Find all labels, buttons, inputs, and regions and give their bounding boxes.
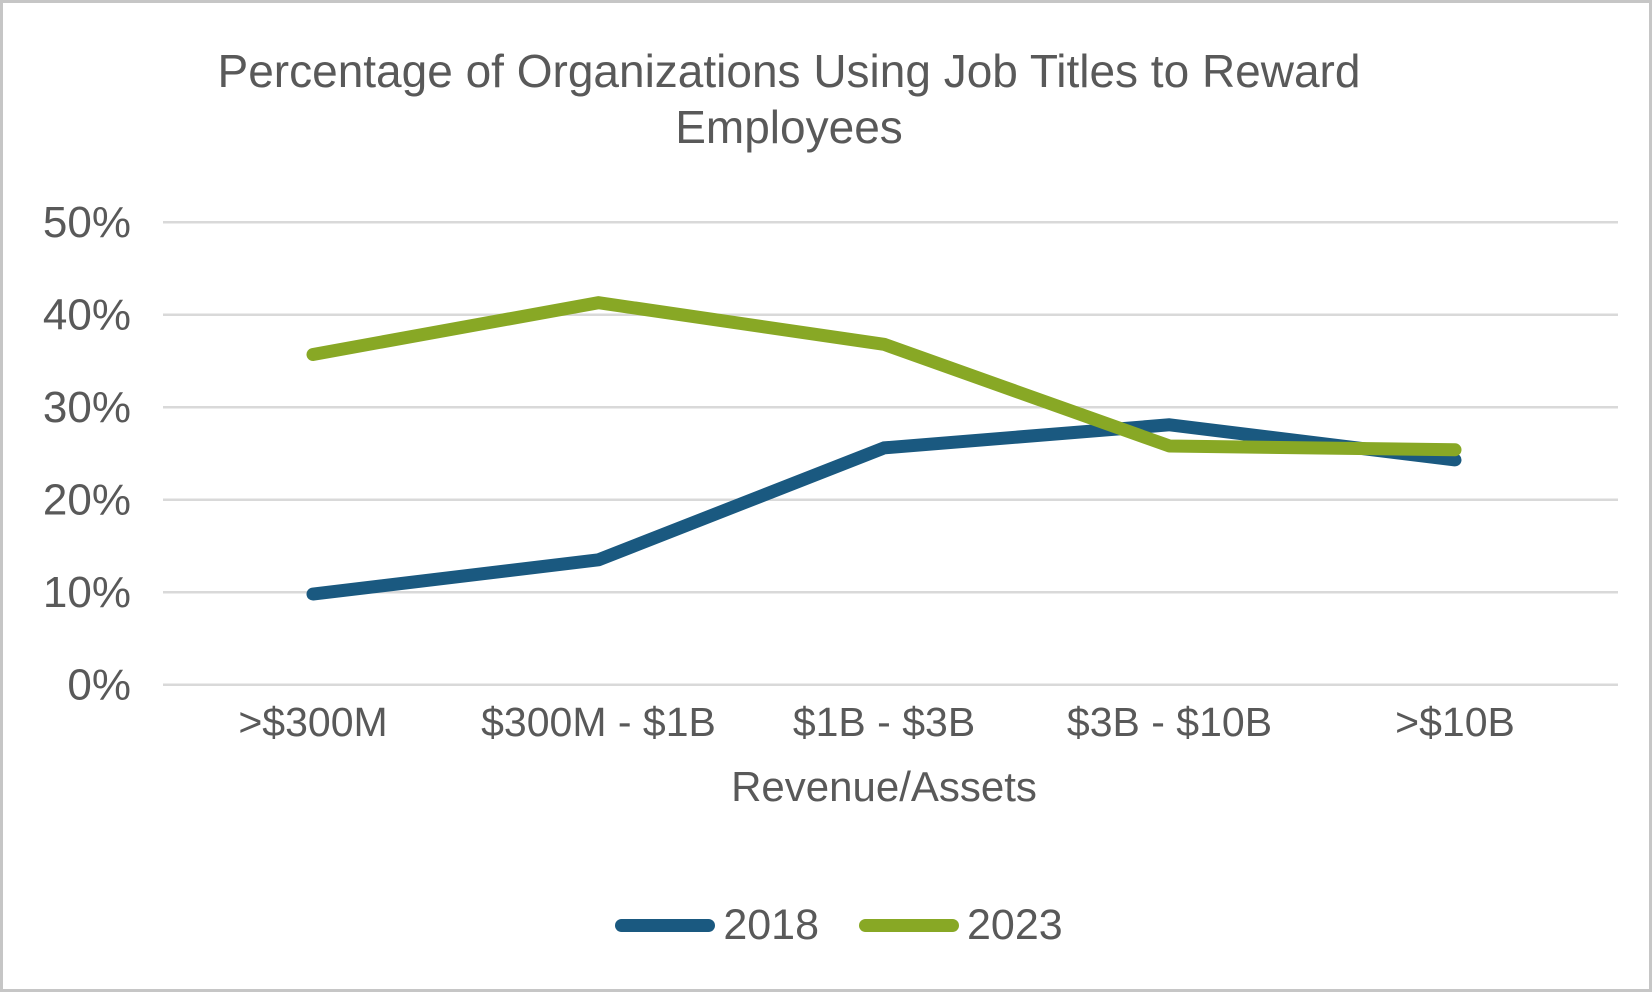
y-axis-tick-10%: 10%: [43, 568, 131, 617]
y-axis-tick-20%: 20%: [43, 476, 131, 525]
legend-swatch-2023: [859, 919, 959, 932]
legend-label-2018: 2018: [723, 901, 819, 949]
y-axis-tick-30%: 30%: [43, 383, 131, 432]
chart-legend: 2018 2023: [3, 901, 1649, 950]
legend-item-2023: 2023: [859, 901, 1063, 950]
x-axis-title: Revenue/Assets: [731, 763, 1037, 810]
x-axis-tick-2: $1B - $3B: [793, 699, 975, 745]
x-axis-tick-0: >$300M: [238, 699, 387, 745]
y-axis-tick-50%: 50%: [43, 198, 131, 247]
series-line-2023: [306, 296, 1462, 457]
legend-swatch-2018: [615, 919, 716, 932]
x-axis-tick-3: $3B - $10B: [1067, 699, 1272, 745]
plot-area: 0% 10% 20% 30% 40% 50% >$300M $300M - $1B $1B - …: [43, 198, 1618, 745]
x-axis-tick-4: >$10B: [1395, 699, 1515, 745]
legend-item-2018: 2018: [615, 901, 819, 950]
chart-title: Percentage of Organizations Using Job Ti…: [217, 45, 1361, 154]
x-axis-tick-1: $300M - $1B: [481, 699, 716, 745]
y-axis-tick-0%: 0%: [67, 661, 131, 710]
y-axis-tick-40%: 40%: [43, 291, 131, 340]
series-line-2018: [306, 418, 1462, 601]
legend-label-2023: 2023: [967, 901, 1063, 949]
